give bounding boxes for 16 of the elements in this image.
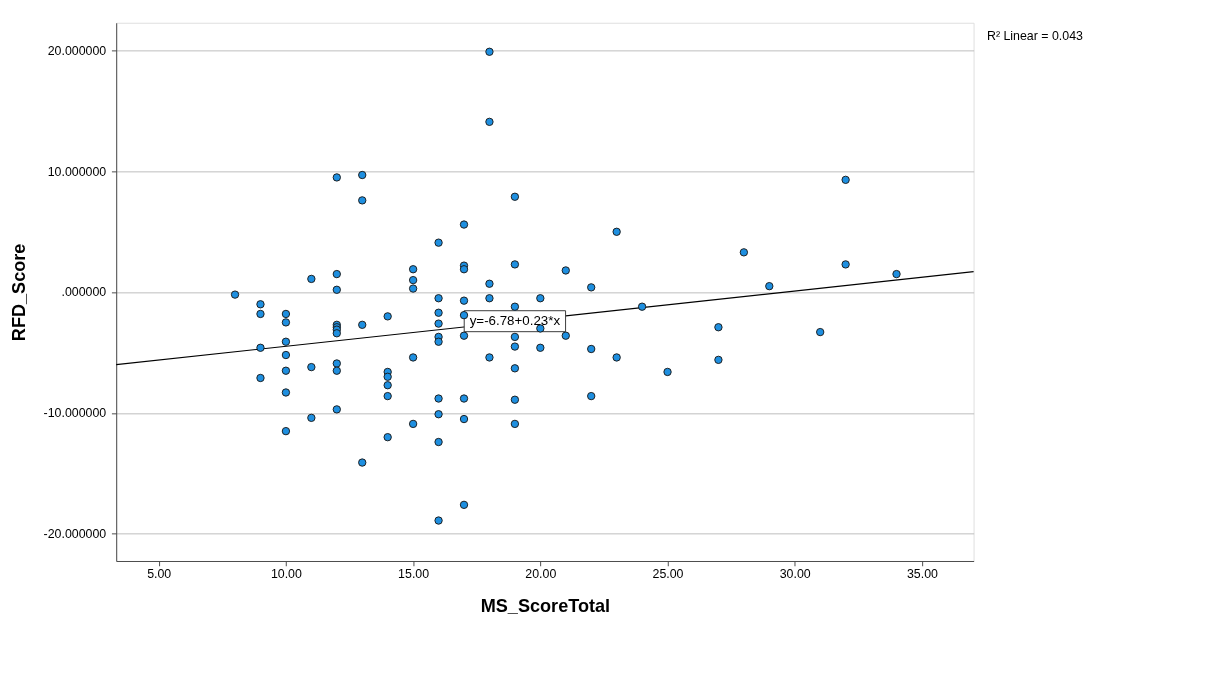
x-tick-label: 10.00 [270,566,302,581]
x-tick-label: 15.00 [398,566,430,581]
y-tick-label: 10.000000 [47,164,107,179]
y-tick-label: -10.000000 [43,406,107,421]
x-axis-title: MS_ScoreTotal [480,595,611,616]
x-tick-label: 30.00 [779,566,811,581]
y-tick-label: .000000 [61,285,107,300]
x-tick-label: 35.00 [906,566,939,581]
x-tick-label: 20.00 [525,566,557,581]
y-axis-title: RFD_Score [8,243,29,342]
y-tick-label: -20.000000 [43,527,107,542]
y-tick-label: 20.000000 [47,43,107,58]
text: R² Linear = 0.043 [986,28,1084,43]
x-tick-label: 25.00 [652,566,684,581]
annotation: y=-6.78+0.23*x [469,313,561,329]
x-tick-label: 5.00 [147,566,172,581]
